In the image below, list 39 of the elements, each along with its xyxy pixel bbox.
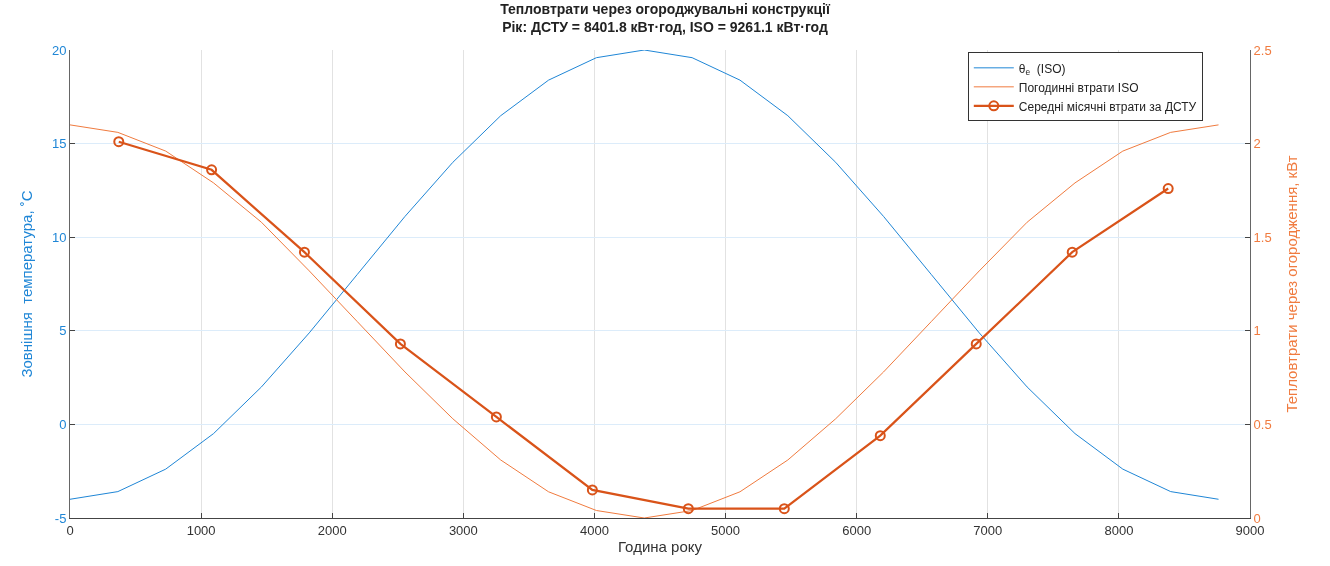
x-tick-label: 5000 <box>711 522 741 538</box>
point <box>778 503 790 515</box>
y-tick-label: 0 <box>59 416 67 432</box>
point <box>113 136 125 148</box>
point <box>298 246 310 258</box>
x-tick-label: 2000 <box>317 522 347 538</box>
y-tick-label: 10 <box>51 229 67 245</box>
legend-label: Погодинні втрати ISO <box>1018 80 1139 95</box>
y-tick-label: 5 <box>59 323 67 339</box>
point <box>394 338 406 350</box>
point <box>586 484 598 496</box>
y-tick-label: 20 <box>51 42 67 58</box>
x-axis-title: Година року <box>618 537 703 555</box>
point <box>1066 246 1078 258</box>
y2-tick-label: 2.5 <box>1253 42 1272 58</box>
x-tick-label: 1000 <box>186 522 216 538</box>
y2-tick-label: 1 <box>1253 323 1261 339</box>
x-tick-label: 8000 <box>1104 522 1134 538</box>
point <box>970 338 982 350</box>
line-series <box>70 50 1220 500</box>
legend-label: θ$_{e}$ (ISO) <box>1018 61 1066 78</box>
y-axis-title: Зовнішня температура, ˚C <box>18 190 36 378</box>
x-tick-label: 6000 <box>842 522 872 538</box>
legend-label: Середні місячні втрати за ДСТУ <box>1018 99 1197 114</box>
y2-tick-label: 1.5 <box>1253 229 1272 245</box>
point <box>206 164 218 176</box>
y2-tick-label: 2 <box>1253 136 1261 152</box>
x-tick-label: 4000 <box>579 522 609 538</box>
point <box>490 411 502 423</box>
point <box>874 430 886 442</box>
x-tick-label: 3000 <box>448 522 478 538</box>
x-tick-label: 7000 <box>973 522 1003 538</box>
y2-tick-label: 0.5 <box>1253 416 1272 432</box>
point <box>682 503 694 515</box>
y-tick-label: -5 <box>54 510 67 526</box>
y-tick-label: 15 <box>51 136 67 152</box>
y2-axis-title: Тепловтрати через огородження, кВт <box>1282 155 1300 413</box>
point <box>1162 183 1174 195</box>
chart-title: Тепловтрати через огороджувальні конструкції Рік: ДСТУ = 8401.8 кВт·год, ISO = 9261.1 кВт·год <box>500 1 831 36</box>
